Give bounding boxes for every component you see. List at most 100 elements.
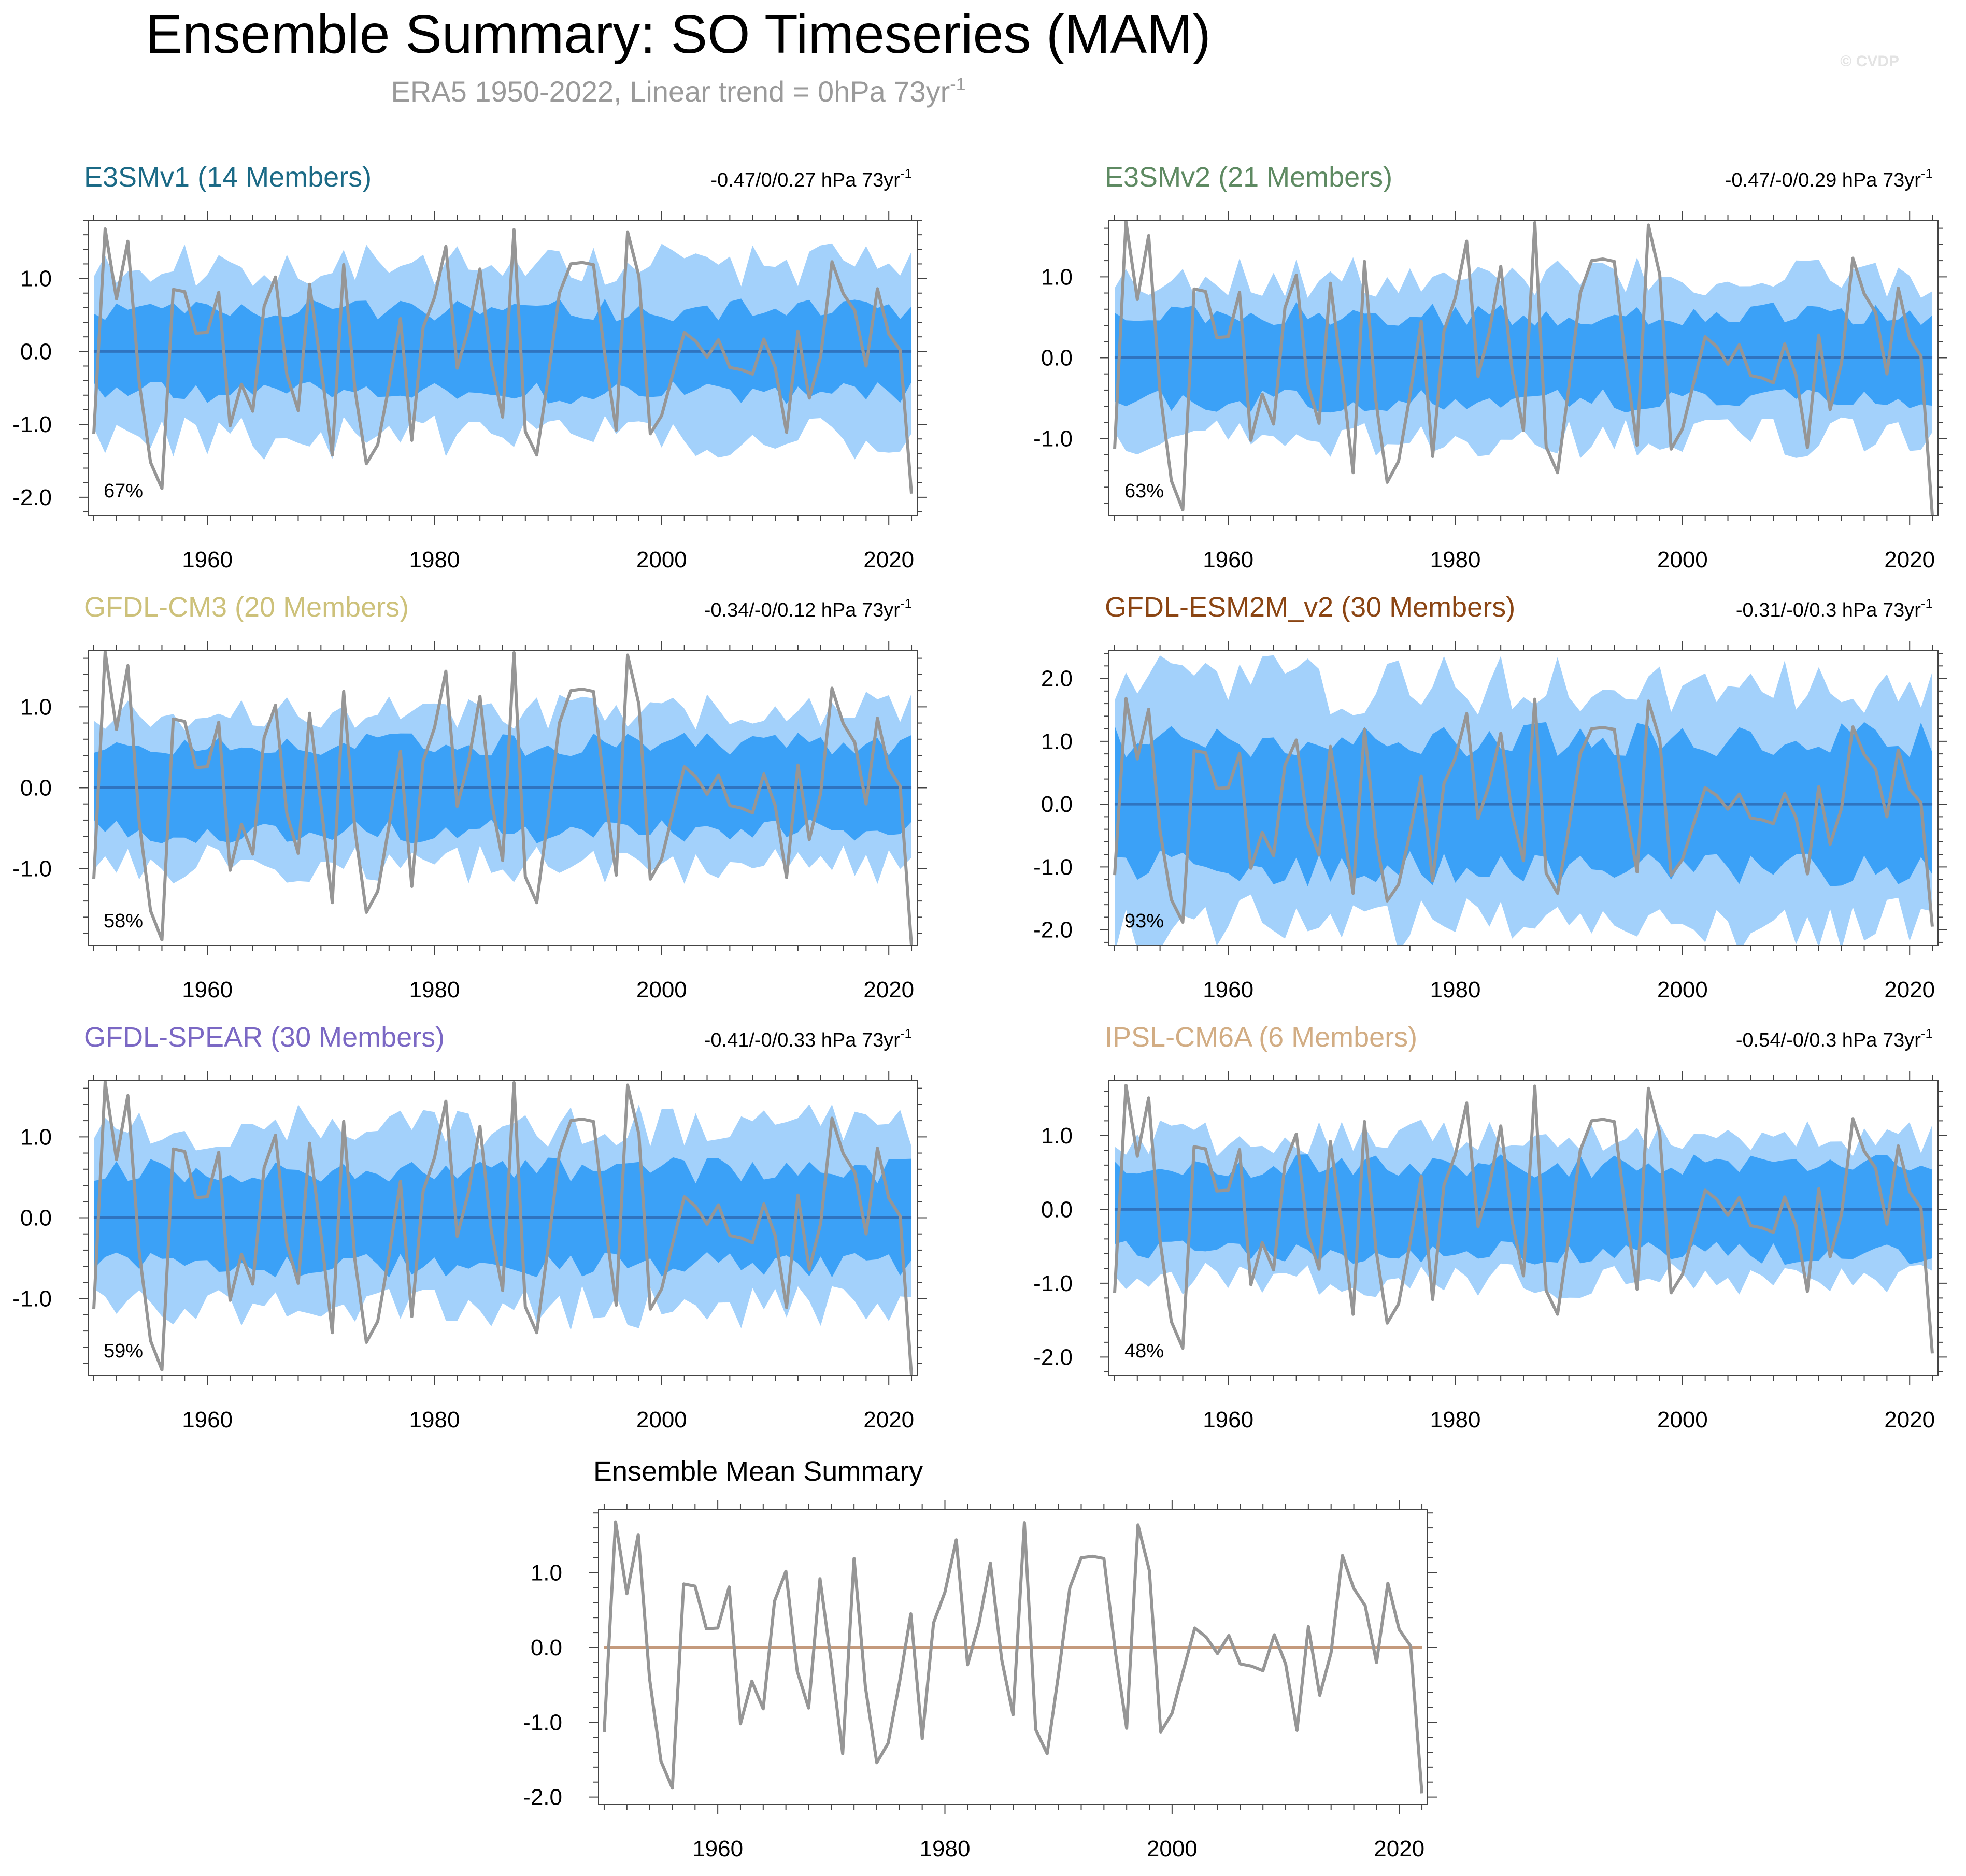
panel-3-xtick-label: 2020 bbox=[1884, 977, 1935, 1003]
panel-4-xtick-label: 1960 bbox=[182, 1407, 233, 1433]
panel-1-xtick-label: 1960 bbox=[1203, 547, 1253, 572]
observed-line bbox=[1113, 220, 1934, 515]
panel-gfdl-cm3: 1960 1980 2000 2020 -1.0 0.0 1.0 GFDL-CM3 (20 M… bbox=[12, 592, 927, 1003]
plot-area bbox=[92, 1080, 913, 1376]
subtitle-sup: -1 bbox=[950, 75, 965, 94]
panel-4-xtick-label: 2000 bbox=[636, 1407, 687, 1433]
trend-sup: -1 bbox=[900, 166, 912, 181]
panel-5-ytick-label: -1.0 bbox=[1033, 1271, 1073, 1296]
panel-title: IPSL-CM6A (6 Members) bbox=[1105, 1022, 1417, 1053]
summary-title: Ensemble Mean Summary bbox=[593, 1456, 923, 1487]
plot-area bbox=[1113, 655, 1934, 946]
summary-xtick-label: 2020 bbox=[1374, 1836, 1424, 1861]
panel-trend-text: -0.31/-0/0.3 hPa 73yr-1 bbox=[1736, 596, 1933, 621]
trend-value: -0.31/-0/0.3 hPa 73yr bbox=[1736, 599, 1921, 621]
percent-label: 58% bbox=[104, 910, 143, 932]
panel-title: E3SMv1 (14 Members) bbox=[84, 162, 372, 193]
panel-trend-text: -0.34/-0/0.12 hPa 73yr-1 bbox=[704, 596, 912, 621]
panel-3-ytick-label: 0.0 bbox=[1041, 792, 1073, 817]
plot-area bbox=[92, 650, 913, 946]
panels: 1960 1980 2000 2020 -2.0 -1.0 0.0 1.0 E3SMv1 (14… bbox=[12, 162, 1947, 1433]
panel-4-ytick-label: 0.0 bbox=[20, 1205, 52, 1230]
summary-ytick-label: 0.0 bbox=[531, 1635, 562, 1660]
panel-0-ytick-label: -1.0 bbox=[12, 412, 52, 437]
panel-0-xtick-label: 2020 bbox=[863, 547, 914, 572]
percent-label: 59% bbox=[104, 1340, 143, 1362]
subtitle-text: ERA5 1950-2022, Linear trend = 0hPa 73yr bbox=[391, 75, 950, 108]
panel-0-xtick-label: 1960 bbox=[182, 547, 233, 572]
panel-trend-text: -0.47/0/0.27 hPa 73yr-1 bbox=[710, 166, 912, 191]
panel-5-xtick-label: 1960 bbox=[1203, 1407, 1253, 1433]
summary-frame bbox=[598, 1509, 1428, 1805]
panel-1-ytick-label: 1.0 bbox=[1041, 264, 1073, 290]
panel-trend-text: -0.47/-0/0.29 hPa 73yr-1 bbox=[1725, 166, 1933, 191]
summary-observed-line bbox=[603, 1520, 1423, 1794]
figure-title: Ensemble Summary: SO Timeseries (MAM) bbox=[146, 4, 1211, 65]
observed-line bbox=[92, 1080, 913, 1376]
summary-plot-area bbox=[603, 1520, 1423, 1794]
panel-title: GFDL-ESM2M_v2 (30 Members) bbox=[1105, 592, 1515, 623]
panel-1-ytick-label: -1.0 bbox=[1033, 426, 1073, 452]
percent-label: 67% bbox=[104, 480, 143, 502]
summary-ytick-label: 1.0 bbox=[531, 1560, 562, 1586]
panel-4-ytick-label: -1.0 bbox=[12, 1286, 52, 1312]
panel-5-xtick-label: 2000 bbox=[1657, 1407, 1708, 1433]
plot-area bbox=[1113, 220, 1934, 515]
panel-e3smv1: 1960 1980 2000 2020 -2.0 -1.0 0.0 1.0 E3SMv1 (14… bbox=[12, 162, 927, 572]
panel-title: GFDL-SPEAR (30 Members) bbox=[84, 1022, 445, 1053]
panel-0-xtick-label: 1980 bbox=[409, 547, 460, 572]
panel-title: GFDL-CM3 (20 Members) bbox=[84, 592, 409, 623]
trend-sup: -1 bbox=[900, 1026, 912, 1041]
panel-3-xtick-label: 1960 bbox=[1203, 977, 1253, 1003]
percent-label: 48% bbox=[1124, 1340, 1164, 1362]
trend-value: -0.34/-0/0.12 hPa 73yr bbox=[704, 599, 900, 621]
trend-sup: -1 bbox=[1921, 1026, 1933, 1041]
trend-value: -0.41/-0/0.33 hPa 73yr bbox=[704, 1029, 900, 1051]
observed-line bbox=[92, 227, 913, 494]
panel-1-ytick-label: 0.0 bbox=[1041, 345, 1073, 370]
panel-trend-text: -0.41/-0/0.33 hPa 73yr-1 bbox=[704, 1026, 912, 1051]
panel-2-ytick-label: 1.0 bbox=[20, 694, 52, 720]
panel-5-xtick-label: 2020 bbox=[1884, 1407, 1935, 1433]
panel-ipsl-cm6a: 1960 1980 2000 2020 -2.0 -1.0 0.0 1.0 IPSL-CM6A … bbox=[1033, 1022, 1947, 1433]
observed-line bbox=[92, 650, 913, 946]
panel-trend-text: -0.54/-0/0.3 hPa 73yr-1 bbox=[1736, 1026, 1933, 1051]
percent-label: 93% bbox=[1124, 910, 1164, 932]
panel-0-ytick-label: 0.0 bbox=[20, 339, 52, 364]
panel-5-ytick-label: 0.0 bbox=[1041, 1197, 1073, 1222]
panel-2-xtick-label: 2000 bbox=[636, 977, 687, 1003]
summary-xtick-label: 1960 bbox=[692, 1836, 743, 1861]
panel-3-xtick-label: 2000 bbox=[1657, 977, 1708, 1003]
panel-1-xtick-label: 1980 bbox=[1430, 547, 1481, 572]
summary-panel: 1960 1980 2000 2020 -2.0 -1.0 0.0 1.0 Ensemble M… bbox=[523, 1456, 1437, 1861]
panel-3-ytick-label: 1.0 bbox=[1041, 729, 1073, 754]
percent-label: 63% bbox=[1124, 480, 1164, 502]
panel-3-ytick-label: 2.0 bbox=[1041, 666, 1073, 692]
plot-area bbox=[92, 227, 913, 494]
panel-title: E3SMv2 (21 Members) bbox=[1105, 162, 1392, 193]
panel-2-ytick-label: -1.0 bbox=[12, 856, 52, 882]
watermark: © CVDP bbox=[1840, 53, 1899, 70]
trend-sup: -1 bbox=[1921, 166, 1933, 181]
summary-ytick-label: -1.0 bbox=[523, 1710, 562, 1735]
observed-line bbox=[1113, 1084, 1934, 1354]
panel-e3smv2: 1960 1980 2000 2020 -1.0 0.0 1.0 E3SMv2 (21 Mem… bbox=[1033, 162, 1947, 572]
observed-line bbox=[1113, 697, 1934, 927]
trend-value: -0.54/-0/0.3 hPa 73yr bbox=[1736, 1029, 1921, 1051]
trend-sup: -1 bbox=[900, 596, 912, 611]
trend-sup: -1 bbox=[1921, 596, 1933, 611]
panel-3-ytick-label: -2.0 bbox=[1033, 918, 1073, 943]
panel-5-ytick-label: -2.0 bbox=[1033, 1344, 1073, 1370]
summary-ytick-label: -2.0 bbox=[523, 1785, 562, 1810]
summary-xtick-label: 2000 bbox=[1147, 1836, 1198, 1861]
panel-0-ytick-label: -2.0 bbox=[12, 485, 52, 510]
panel-0-xtick-label: 2000 bbox=[636, 547, 687, 572]
panel-5-ytick-label: 1.0 bbox=[1041, 1123, 1073, 1149]
panel-gfdl-spear: 1960 1980 2000 2020 -1.0 0.0 1.0 GFDL-SPEAR (30… bbox=[12, 1022, 927, 1433]
summary-xtick-label: 1980 bbox=[920, 1836, 971, 1861]
panel-4-xtick-label: 2020 bbox=[863, 1407, 914, 1433]
panel-3-ytick-label: -1.0 bbox=[1033, 854, 1073, 880]
panel-3-xtick-label: 1980 bbox=[1430, 977, 1481, 1003]
panel-1-xtick-label: 2000 bbox=[1657, 547, 1708, 572]
